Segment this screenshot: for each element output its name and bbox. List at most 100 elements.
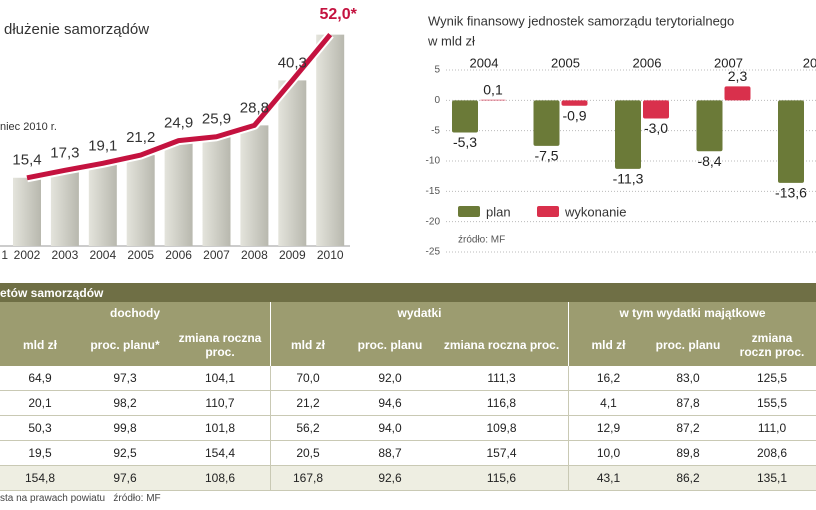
x-tick-label: 2006	[633, 55, 662, 70]
value-label: -3,0	[644, 120, 668, 136]
y-tick-label: 0	[434, 95, 440, 106]
column-header: zmiana roczn proc.	[739, 331, 805, 359]
table-cell: 87,2	[648, 416, 728, 441]
legend-swatch	[537, 206, 559, 217]
table-cell: 92,0	[345, 366, 435, 391]
legend-label: wykonanie	[564, 204, 626, 219]
table-cell: 101,8	[170, 416, 270, 441]
table-row: 50,3 99,8 101,8 56,2 94,0 109,8 12,9 87,2 111,0	[0, 416, 816, 441]
footnote-text: sta na prawach powiatu	[0, 493, 106, 504]
chart1-title: dłużenie samorządów	[4, 21, 149, 38]
value-label: 21,2	[126, 129, 155, 146]
value-label: -7,5	[534, 148, 558, 164]
table-cell: 94,0	[345, 416, 435, 441]
x-tick-label: 20	[803, 55, 816, 70]
table-cell: 115,6	[435, 466, 568, 491]
charts: dłużenie samorządów niec 2010 r. Wynik f…	[0, 6, 816, 262]
table-cell: 157,4	[435, 441, 568, 466]
group-label: w tym wydatki majątkowe	[568, 302, 816, 324]
table-cell: 16,2	[568, 366, 648, 391]
value-label: -11,3	[613, 171, 644, 187]
column	[316, 34, 345, 247]
y-tick-label: -5	[431, 125, 440, 136]
value-label: -0,9	[562, 107, 586, 123]
table-cell: 83,0	[648, 366, 728, 391]
x-tick-label: 2005	[127, 248, 154, 262]
x-tick-label: 2004	[89, 248, 116, 262]
table-cell: 111,0	[728, 416, 816, 441]
x-tick-label: 2005	[551, 55, 580, 70]
legend-label: plan	[486, 204, 511, 219]
y-tick-label: 5	[434, 65, 440, 76]
group-label: wydatki	[270, 302, 568, 324]
column-header: proc. planu	[357, 338, 423, 352]
x-tick-label: 2006	[165, 248, 192, 262]
bar	[561, 100, 588, 106]
group-row: dochody wydatki w tym wydatki majątkowe	[0, 302, 816, 324]
x-tick-label: 2004	[470, 55, 499, 70]
bar	[615, 100, 641, 169]
bar	[480, 99, 506, 101]
x-tick-label: 2003	[52, 248, 79, 262]
table-cell: 154,4	[170, 441, 270, 466]
table-cell: 19,5	[0, 441, 80, 466]
table-cell: 208,6	[728, 441, 816, 466]
column	[13, 177, 41, 246]
value-label: -8,4	[697, 153, 721, 169]
column	[88, 163, 117, 246]
value-label: 40,3	[278, 54, 307, 71]
chart2-source: źródło: MF	[458, 235, 505, 246]
value-label: -5,3	[453, 134, 477, 150]
y-tick-label: -10	[426, 156, 441, 167]
x-tick-label: 2007	[714, 55, 743, 70]
table-source: źródło: MF	[113, 493, 161, 504]
table-cell: 70,0	[270, 366, 345, 391]
table-cell: 110,7	[170, 391, 270, 416]
table-row: 19,5 92,5 154,4 20,5 88,7 157,4 10,0 89,8 208,6	[0, 441, 816, 466]
table-cell: 92,6	[345, 466, 435, 491]
line	[26, 33, 333, 181]
bar	[778, 100, 804, 183]
table-cell: 64,9	[0, 366, 80, 391]
table: etów samorządów dochody wydatki w tym wydat…	[0, 283, 816, 491]
table-cell: 21,2	[270, 391, 345, 416]
value-label: 28,8	[240, 99, 269, 116]
table-cell: 125,5	[728, 366, 816, 391]
header-row: mld zł proc. planu* zmiana roczna proc. mld…	[0, 324, 816, 366]
x-tick-label: 2002	[14, 248, 41, 262]
table-row: 154,8 97,6 108,6 167,8 92,6 115,6 43,1 86,2 135,…	[0, 466, 816, 491]
table-cell: 99,8	[80, 416, 170, 441]
column	[164, 140, 193, 246]
table-cell: 12,9	[568, 416, 648, 441]
table-cell: 135,1	[728, 466, 816, 491]
x-tick-label: 1	[1, 248, 8, 262]
table-title: etów samorządów	[0, 285, 104, 300]
column	[240, 125, 269, 246]
group-label: dochody	[110, 306, 160, 320]
value-label: 24,9	[164, 115, 193, 132]
value-label: 17,3	[50, 144, 79, 161]
table-cell: 154,8	[0, 466, 80, 491]
table-cell: 4,1	[568, 391, 648, 416]
value-label: 25,9	[202, 111, 231, 128]
y-tick-label: -20	[426, 216, 441, 227]
column	[126, 155, 155, 246]
y-tick-label: -15	[426, 186, 441, 197]
bar	[533, 100, 560, 146]
value-label: -13,6	[775, 185, 807, 201]
table-cell: 97,6	[80, 466, 170, 491]
table-cell: 43,1	[568, 466, 648, 491]
column-header: mld zł	[568, 324, 648, 366]
table-cell: 56,2	[270, 416, 345, 441]
table-cell: 20,5	[270, 441, 345, 466]
column-header: zmiana roczna proc.	[178, 331, 262, 359]
table-cell: 104,1	[170, 366, 270, 391]
column	[202, 136, 231, 246]
x-tick-label: 2010	[317, 248, 344, 262]
x-tick-label: 2008	[241, 248, 268, 262]
bar	[643, 100, 669, 119]
bar	[724, 86, 751, 101]
table-cell: 10,0	[568, 441, 648, 466]
chart2-title: Wynik finansowy jednostek samorządu tery…	[428, 13, 734, 28]
